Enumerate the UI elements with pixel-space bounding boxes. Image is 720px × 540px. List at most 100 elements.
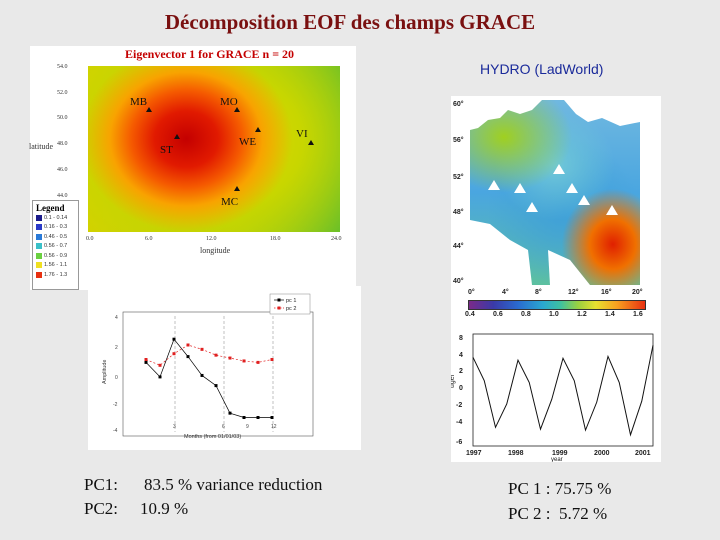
lon-tick: 6.0 (145, 236, 153, 242)
station-marker (308, 140, 314, 145)
longitude-label: longitude (200, 246, 231, 255)
y-tick: -6 (456, 439, 462, 446)
lat-tick: 50.0 (57, 115, 68, 121)
data-point-pc2 (242, 359, 246, 363)
series-line-hydro (472, 345, 654, 437)
legend-label: 1.56 - 1.1 (44, 262, 68, 269)
lat-tick: 40° (453, 278, 464, 285)
lon-tick: 20° (632, 289, 643, 296)
legend-item: 0.56 - 0.7 (36, 242, 78, 252)
legend-label: 1.76 - 1.3 (44, 271, 68, 278)
sea-area (470, 220, 532, 285)
station-marker (234, 186, 240, 191)
data-point-pc2 (172, 352, 176, 356)
pc1-value: 83.5 % variance reduction (144, 475, 323, 494)
hydro-timeseries-chart: 8 4 2 0 -2 -4 -6 ugel 1997 1998 1999 200… (451, 333, 654, 462)
y-tick: -4 (456, 419, 462, 426)
data-point-pc1 (228, 411, 232, 415)
x-tick: 2001 (635, 450, 651, 457)
latitude-label: latitude (29, 142, 53, 151)
lon-tick: 4° (502, 289, 509, 296)
station-label-mb: MB (130, 96, 148, 108)
data-point-pc1 (172, 337, 176, 341)
x-axis-label: Months (from 01/01/03) (184, 434, 241, 440)
station-label-mo: MO (220, 96, 238, 108)
legend-item: 0.56 - 0.9 (36, 251, 78, 261)
y-tick: 4 (115, 315, 118, 321)
page-title: Décomposition EOF des champs GRACE (164, 10, 536, 34)
legend-item: 0.1 - 0.14 (36, 213, 78, 223)
hydro-pc2: PC 2 : 5.72 % (508, 504, 608, 523)
lat-tick: 44° (453, 243, 464, 250)
station-label-we: WE (239, 136, 257, 148)
legend-swatch (36, 271, 42, 278)
sea-area (470, 100, 542, 130)
legend-swatch (36, 224, 42, 231)
data-point-pc1 (186, 355, 190, 359)
lat-tick: 52° (453, 174, 464, 181)
legend-item: 1.76 - 1.3 (36, 270, 78, 280)
y-tick: 0 (459, 385, 463, 392)
colorbar-tick: 1.0 (549, 311, 559, 318)
station-marker (578, 195, 590, 205)
colorbar-tick: 0.6 (493, 311, 503, 318)
x-tick: 2000 (594, 450, 610, 457)
station-marker (553, 164, 565, 174)
data-point-pc1 (270, 416, 274, 419)
lon-tick: 18.0 (270, 236, 281, 242)
colorbar-tick: 1.4 (605, 311, 615, 318)
legend-label: 0.56 - 0.9 (44, 252, 68, 259)
legend-swatch (36, 262, 42, 269)
legend-marker-pc2 (277, 306, 281, 310)
colorbar-tick: 1.6 (633, 311, 643, 318)
colorbar (468, 300, 646, 310)
x-tick: 1998 (508, 450, 524, 457)
eof-map-caption: Eigenvector 1 for GRACE n = 20 (125, 47, 295, 61)
legend-swatch (36, 243, 42, 250)
y-tick: -2 (113, 402, 118, 408)
lat-tick: 56° (453, 137, 464, 144)
legend-item: 0.16 - 0.3 (36, 223, 78, 233)
data-point-pc2 (158, 363, 162, 367)
data-point-pc2 (228, 356, 232, 360)
hydro-label: HYDRO (LadWorld) (480, 61, 604, 77)
legend-label-pc2: pc 2 (286, 306, 296, 312)
hydro-map (470, 100, 640, 285)
x-axis-label: year (551, 457, 563, 462)
lat-tick: 48.0 (57, 141, 68, 147)
plot-frame (122, 311, 314, 437)
y-tick: -4 (113, 428, 118, 434)
station-marker (526, 202, 538, 212)
y-tick: 2 (459, 368, 463, 375)
legend-swatch (36, 252, 42, 259)
station-marker (488, 180, 500, 190)
lat-tick: 54.0 (57, 64, 68, 70)
sea-area (548, 250, 590, 285)
legend-title: Legend (36, 203, 65, 213)
sea-area (564, 100, 640, 126)
map-legend: Legend 0.1 - 0.14 0.16 - 0.3 0.46 - 0.5 … (32, 200, 79, 290)
station-marker (566, 183, 578, 193)
data-point-pc1 (256, 416, 260, 419)
colorbar-tick: 0.8 (521, 311, 531, 318)
lon-tick: 12.0 (206, 236, 217, 242)
legend-label: 0.1 - 0.14 (44, 214, 68, 221)
x-tick: 1997 (466, 450, 482, 457)
y-axis-label: ugel (451, 374, 456, 388)
colorbar-tick: 0.4 (465, 311, 475, 318)
legend-item: 0.46 - 0.5 (36, 232, 78, 242)
data-point-pc2 (200, 347, 204, 351)
x-tick: 3 (173, 424, 176, 430)
station-marker (606, 205, 618, 215)
pc1-label: PC1: (84, 475, 119, 494)
x-tick: 6 (222, 424, 225, 430)
pc2-label: PC2: (84, 499, 119, 518)
data-point-pc2 (256, 360, 260, 364)
lon-tick: 12° (568, 289, 579, 296)
x-tick: 9 (246, 424, 249, 430)
series-line-pc2 (145, 344, 273, 366)
legend-marker-pc1 (277, 298, 281, 302)
pc2-value: 10.9 % (140, 499, 189, 518)
legend-label: 0.16 - 0.3 (44, 224, 68, 231)
station-marker (514, 183, 526, 193)
